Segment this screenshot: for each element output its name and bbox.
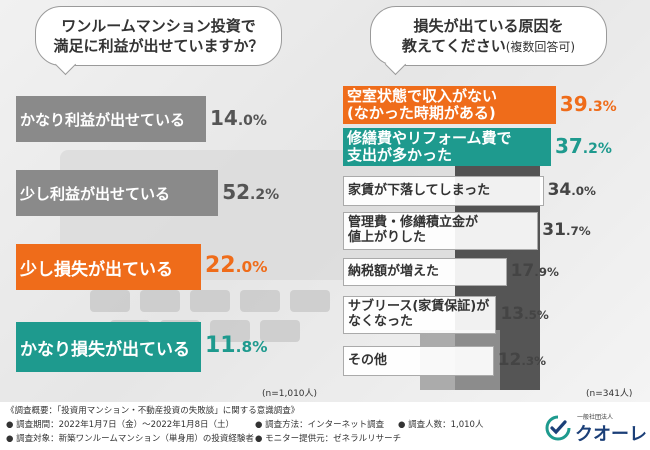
left-bar-label-1: かなり利益が出せている xyxy=(20,110,186,129)
right-bar-6: サブリース(家賃保証)が なくなった xyxy=(343,296,497,334)
right-bar-label-5: 納税額が増えた xyxy=(348,263,440,279)
footer-provider: ● モニター提供元：ゼネラルリサーチ xyxy=(255,434,402,444)
question-2-sub: (複数回答可) xyxy=(505,40,576,54)
right-bar-value-2: 37.2% xyxy=(554,134,612,158)
logo-name: クオーレ xyxy=(575,424,647,445)
left-bar-2: 少し利益が出せている xyxy=(16,170,219,216)
right-bar-label-6: サブリース(家賃保証)が なくなった xyxy=(348,299,490,329)
right-bar-3: 家賃が下落してしまった xyxy=(343,176,544,206)
left-bar-value-3: 22.0% xyxy=(205,252,268,278)
right-sample-size: (n=341人) xyxy=(586,389,633,399)
right-bar-7: その他 xyxy=(343,346,494,376)
logo-small-text: 一般社団法人 xyxy=(577,414,614,421)
left-bar-value-2: 52.2% xyxy=(222,180,280,204)
right-bar-4: 管理費・修繕積立金が 値上がりした xyxy=(343,212,539,250)
left-bar-label-2: 少し利益が出せている xyxy=(20,184,171,203)
question-1-bubble: ワンルームマンション投資で 満足に利益が出せていますか？ xyxy=(35,6,282,66)
right-bar-2: 修繕費やリフォーム費で 支出が多かった xyxy=(343,128,551,166)
footer-count: ● 調査人数：1,010人 xyxy=(398,420,484,430)
right-bar-1: 空室状態で収入がない (なかった時期がある) xyxy=(343,86,556,124)
left-bar-label-4: かなり損失が出ている xyxy=(20,339,190,360)
question-2-text: 損失が出ている原因を 教えてください xyxy=(401,16,564,55)
survey-footer: 《調査概要：「投資用マンション・不動産投資の失敗談」に関する意識調査》 ● 調査… xyxy=(0,402,650,450)
right-bar-label-4: 管理費・修繕積立金が 値上がりした xyxy=(348,215,479,245)
logo: 一般社団法人 クオーレ xyxy=(545,410,647,446)
left-bar-4: かなり損失が出ている xyxy=(16,322,201,372)
right-bar-label-2: 修繕費やリフォーム費で 支出が多かった xyxy=(347,128,512,164)
right-bar-label-1: 空室状態で収入がない (なかった時期がある) xyxy=(347,86,498,122)
left-bar-3: 少し損失が出ている xyxy=(16,244,201,290)
left-sample-size: (n=1,010人) xyxy=(262,389,318,399)
left-bar-1: かなり利益が出せている xyxy=(16,96,206,142)
right-bar-label-3: 家賃が下落してしまった xyxy=(348,182,491,198)
question-1-text: ワンルームマンション投資で 満足に利益が出せていますか？ xyxy=(53,16,264,55)
question-2-bubble: 損失が出ている原因を 教えてください(複数回答可) xyxy=(370,6,607,66)
right-bar-value-1: 39.3% xyxy=(559,92,617,116)
left-bar-value-1: 14.0% xyxy=(210,106,267,130)
left-bar-label-3: 少し損失が出ている xyxy=(20,259,173,280)
right-bar-value-5: 17.9% xyxy=(510,260,559,281)
right-bar-5: 納税額が増えた xyxy=(343,258,507,286)
left-bar-value-4: 11.8% xyxy=(205,332,268,358)
right-bar-label-7: その他 xyxy=(348,352,388,368)
right-bar-value-4: 31.7% xyxy=(542,219,591,240)
right-bar-value-3: 34.0% xyxy=(547,179,596,200)
right-bar-value-7: 12.3% xyxy=(497,349,547,370)
right-bar-value-6: 13.5% xyxy=(500,303,549,324)
footer-period: ● 調査期間：2022年1月7日（金）〜2022年1月8日（土） xyxy=(6,420,235,430)
footer-method: ● 調査方法：インターネット調査 xyxy=(255,420,385,430)
footer-target: ● 調査対象：新築ワンルームマンション（単身用）の投資経験者 xyxy=(6,434,254,444)
footer-title: 《調査概要：「投資用マンション・不動産投資の失敗談」に関する意識調査》 xyxy=(6,406,300,416)
logo-mark-icon xyxy=(545,415,571,441)
